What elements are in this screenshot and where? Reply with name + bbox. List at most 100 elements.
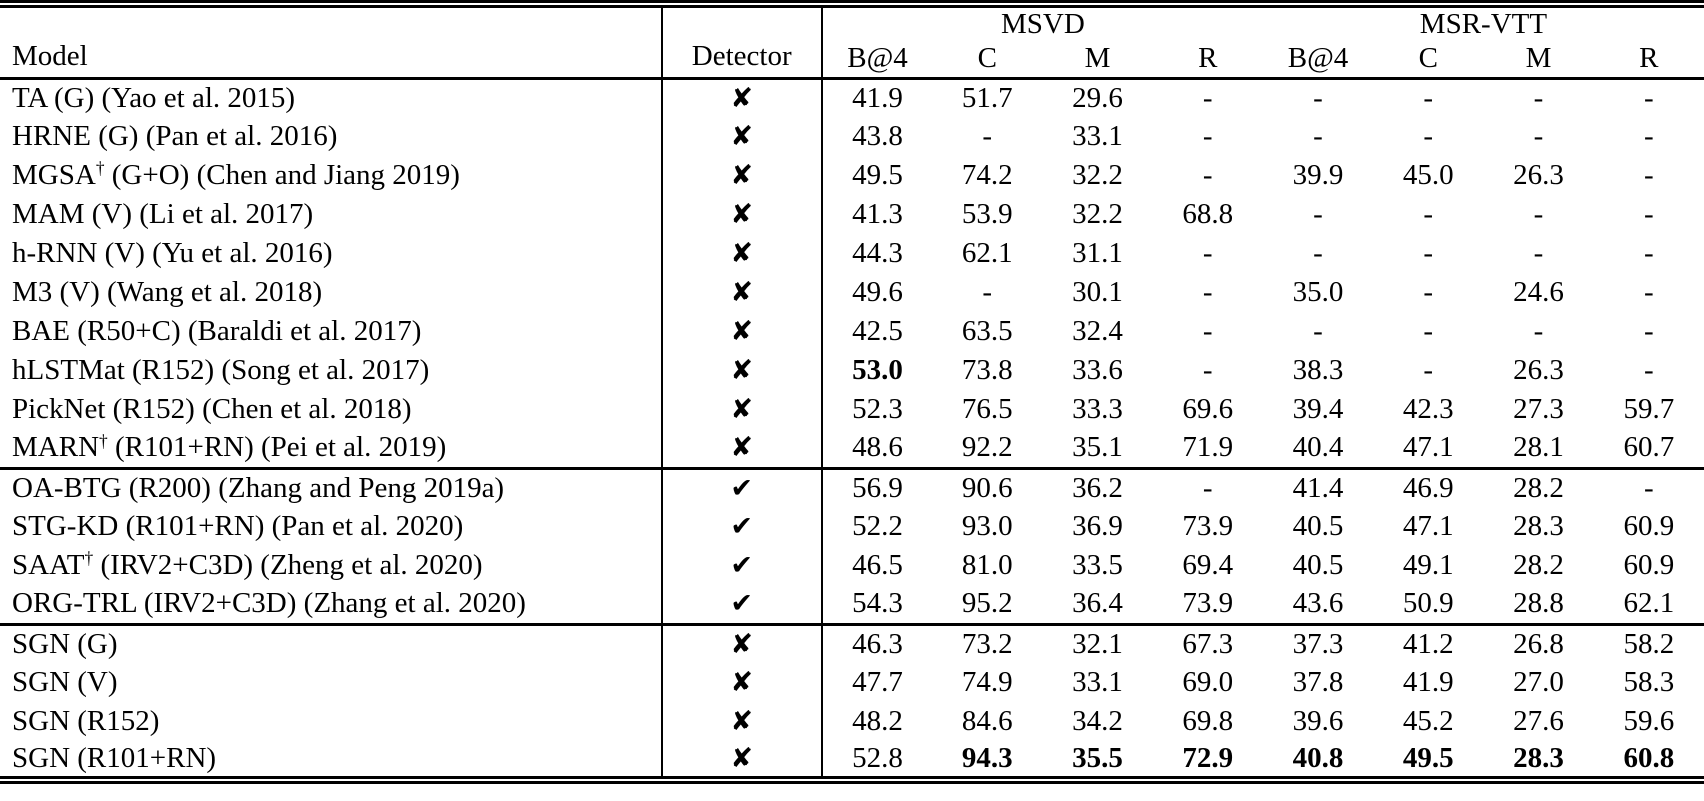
metric-value-cell: - xyxy=(1202,354,1213,386)
metric-value-cell: 37.8 xyxy=(1292,666,1344,698)
table-row: SGN (R101+RN) ✘ 52.8 94.3 35.5 72.9 40.8 49.5 28… xyxy=(0,741,1704,780)
table-row: MARN† (R101+RN) (Pei et al. 2019) ✘ 48.6 92… xyxy=(0,429,1704,468)
metric-value-cell: 39.4 xyxy=(1292,393,1344,425)
metric-value-cell: 46.9 xyxy=(1402,471,1454,504)
metric-value-cell: 35.0 xyxy=(1292,276,1344,308)
metric-value-cell: - xyxy=(1313,198,1323,230)
metric-value-cell: 58.3 xyxy=(1623,666,1675,698)
metric-value-cell: 42.5 xyxy=(852,315,903,347)
metric-value-cell: 68.8 xyxy=(1182,198,1234,230)
table-header: Model Detector MSVD MSR-VTT B@4 C M R B@… xyxy=(0,4,1704,78)
metric-header-c-msrvtt: C xyxy=(1418,42,1438,75)
metric-value-cell: - xyxy=(1643,159,1654,191)
metric-value-cell: 28.2 xyxy=(1513,549,1564,581)
metric-value-cell: - xyxy=(1202,471,1213,504)
table-row: MAM (V) (Li et al. 2017) ✘ 41.3 53.9 32.2 68.… xyxy=(0,195,1704,234)
section-prior-methods: TA (G) (Yao et al. 2015) ✘ 41.9 51.7 29.6 - - -… xyxy=(0,78,1704,468)
detector-cross-icon: ✘ xyxy=(660,273,823,312)
metric-value-cell: - xyxy=(982,276,993,308)
metric-value-cell: 46.5 xyxy=(852,549,903,581)
metric-value-cell: 28.3 xyxy=(1513,510,1564,542)
metric-value-cell: - xyxy=(1533,315,1544,347)
model-name-cell: MGSA† (G+O) (Chen and Jiang 2019) xyxy=(12,158,460,191)
detector-check-icon: ✔ xyxy=(660,468,823,507)
model-name-cell: SGN (R152) xyxy=(12,705,160,737)
metric-value-cell: 27.6 xyxy=(1513,705,1564,737)
metric-value-cell: 28.1 xyxy=(1513,431,1564,464)
metric-value-cell: 35.5 xyxy=(1072,742,1123,774)
metric-value-cell: 50.9 xyxy=(1402,587,1454,620)
metric-value-cell: 35.1 xyxy=(1072,431,1123,464)
metric-header-b4-msrvtt: B@4 xyxy=(1287,42,1349,75)
detector-cross-icon: ✘ xyxy=(660,741,823,780)
model-name-cell: ORG-TRL (IRV2+C3D) (Zhang et al. 2020) xyxy=(12,587,526,620)
metric-value-cell: 58.2 xyxy=(1623,627,1675,660)
table-row: BAE (R50+C) (Baraldi et al. 2017) ✘ 42.5 63… xyxy=(0,312,1704,351)
metric-value-cell: 37.3 xyxy=(1292,627,1344,660)
metric-value-cell: 73.2 xyxy=(961,627,1013,660)
detector-cross-icon: ✘ xyxy=(660,78,823,117)
detector-cross-icon: ✘ xyxy=(660,234,823,273)
dagger-superscript: † xyxy=(99,430,108,451)
metric-value-cell: - xyxy=(1423,315,1434,347)
metric-value-cell: 41.9 xyxy=(1402,666,1454,698)
model-name-cell: OA-BTG (R200) (Zhang and Peng 2019a) xyxy=(12,471,505,504)
metric-value-cell: 38.3 xyxy=(1292,354,1344,386)
detector-cross-icon: ✘ xyxy=(660,351,823,390)
table-row: TA (G) (Yao et al. 2015) ✘ 41.9 51.7 29.6 - - -… xyxy=(0,78,1704,117)
metric-value-cell: 48.2 xyxy=(852,705,903,737)
metric-value-cell: 52.2 xyxy=(852,510,903,542)
metric-value-cell: 41.3 xyxy=(852,198,903,230)
metric-value-cell: 69.4 xyxy=(1182,549,1234,581)
metric-value-cell: 49.1 xyxy=(1402,549,1454,581)
metric-value-cell: 28.8 xyxy=(1513,587,1564,620)
metric-value-cell: 33.5 xyxy=(1072,549,1123,581)
table-row: MGSA† (G+O) (Chen and Jiang 2019) ✘ 49.5 74… xyxy=(0,156,1704,195)
metric-value-cell: 49.5 xyxy=(1402,742,1454,774)
section-detector-methods: OA-BTG (R200) (Zhang and Peng 2019a) ✔ 56.… xyxy=(0,468,1704,624)
metric-value-cell: - xyxy=(1423,354,1434,386)
metric-value-cell: - xyxy=(1313,237,1323,269)
detector-cross-icon: ✘ xyxy=(660,117,823,156)
metric-value-cell: 39.6 xyxy=(1292,705,1344,737)
metric-value-cell: 36.2 xyxy=(1072,471,1123,504)
metric-value-cell: 33.6 xyxy=(1072,354,1123,386)
metric-value-cell: 59.7 xyxy=(1623,393,1675,425)
table-row: h-RNN (V) (Yu et al. 2016) ✘ 44.3 62.1 31.1 -… xyxy=(0,234,1704,273)
metric-value-cell: 69.8 xyxy=(1182,705,1234,737)
metric-value-cell: - xyxy=(1643,315,1654,347)
table-row: ORG-TRL (IRV2+C3D) (Zhang et al. 2020) ✔ 5… xyxy=(0,585,1704,624)
metric-value-cell: - xyxy=(1313,315,1323,347)
metric-value-cell: 28.2 xyxy=(1513,471,1564,504)
metric-header-b4-msvd: B@4 xyxy=(847,42,908,75)
table-row: HRNE (G) (Pan et al. 2016) ✘ 43.8 - 33.1 - - - -… xyxy=(0,117,1704,156)
metric-header-r-msvd: R xyxy=(1198,42,1218,75)
metric-value-cell: 26.3 xyxy=(1513,354,1564,386)
metric-value-cell: 33.3 xyxy=(1072,393,1123,425)
metric-header-r-msrvtt: R xyxy=(1639,42,1659,75)
metric-value-cell: - xyxy=(1202,237,1213,269)
metric-value-cell: 43.8 xyxy=(852,120,903,152)
metric-value-cell: - xyxy=(1423,198,1434,230)
metric-value-cell: - xyxy=(1643,354,1654,386)
metric-value-cell: 47.1 xyxy=(1402,431,1454,464)
table-row: SGN (G) ✘ 46.3 73.2 32.1 67.3 37.3 41.2 26.8 58.2 xyxy=(0,624,1704,663)
header-row-groups: Model Detector MSVD MSR-VTT xyxy=(0,4,1704,78)
metric-value-cell: 53.0 xyxy=(852,354,903,386)
detector-check-icon: ✔ xyxy=(660,507,823,546)
metric-value-cell: 54.3 xyxy=(852,587,903,620)
metric-value-cell: 40.8 xyxy=(1292,742,1344,774)
detector-cross-icon: ✘ xyxy=(660,312,823,351)
metric-header-m-msvd: M xyxy=(1084,42,1111,75)
metric-value-cell: 67.3 xyxy=(1182,627,1234,660)
model-name-cell: HRNE (G) (Pan et al. 2016) xyxy=(12,120,338,152)
metric-value-cell: - xyxy=(982,120,993,152)
metric-value-cell: 33.1 xyxy=(1072,666,1123,698)
metric-value-cell: - xyxy=(1643,120,1654,152)
detector-check-icon: ✔ xyxy=(660,585,823,624)
metric-value-cell: - xyxy=(1202,81,1213,114)
metric-value-cell: 28.3 xyxy=(1513,742,1564,774)
detector-cross-icon: ✘ xyxy=(660,702,823,741)
metric-value-cell: 43.6 xyxy=(1292,587,1344,620)
